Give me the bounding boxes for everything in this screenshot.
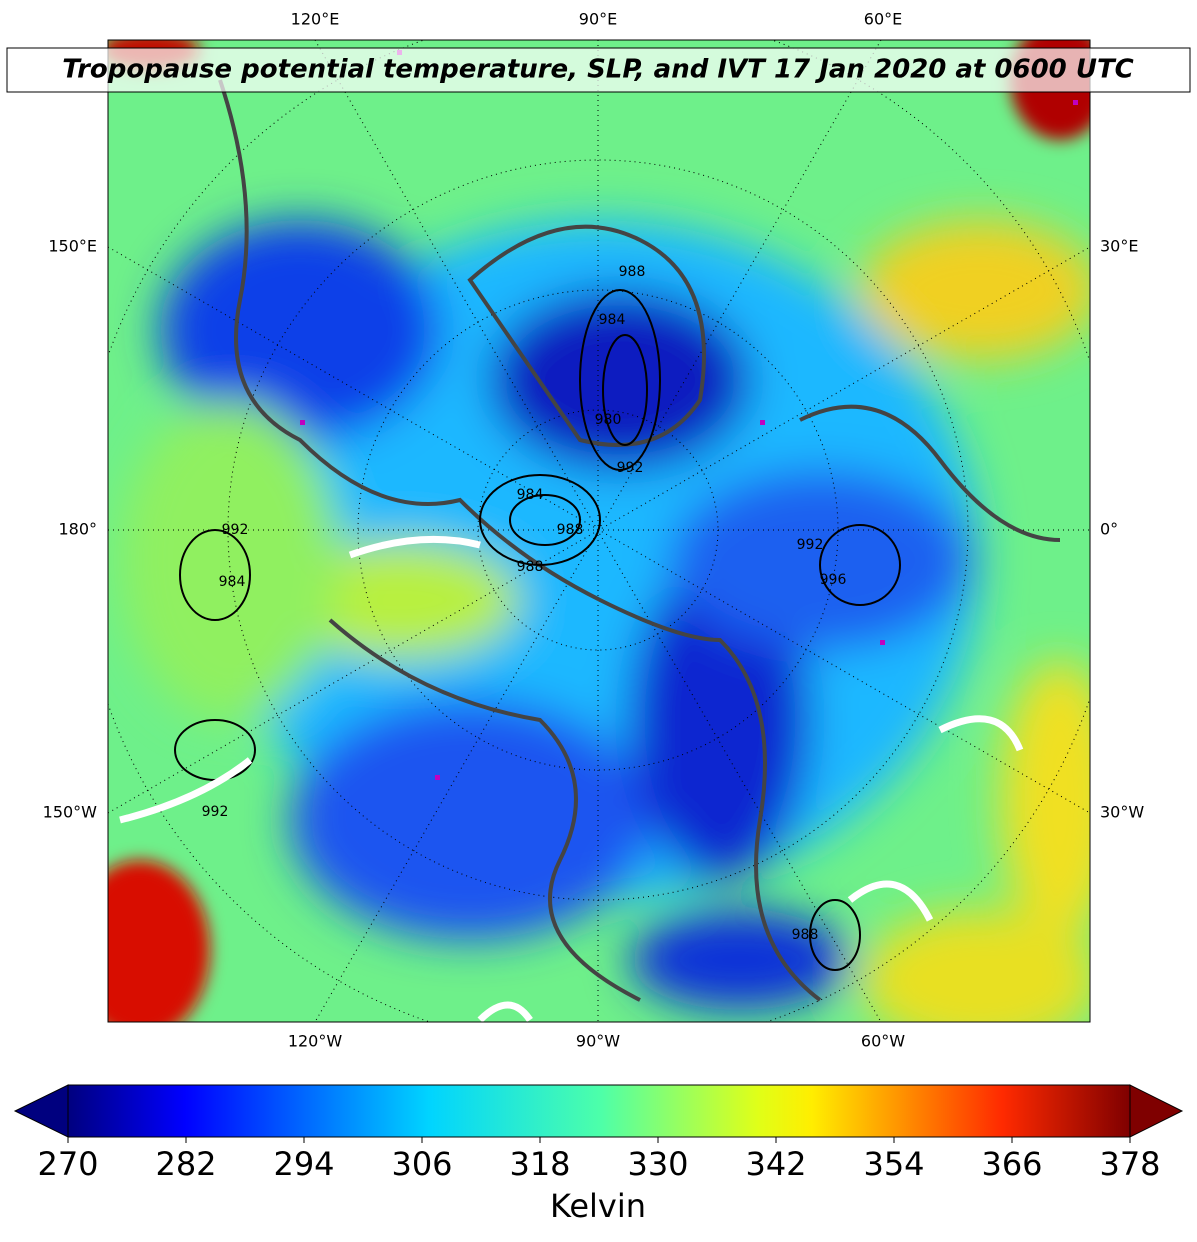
contour-label: 992 bbox=[797, 537, 824, 553]
contour-label: 988 bbox=[557, 522, 584, 538]
contour-label: 992 bbox=[222, 522, 249, 538]
lon-label: 30°E bbox=[1100, 237, 1138, 256]
colorbar-tick-label: 318 bbox=[509, 1145, 570, 1183]
lon-label: 0° bbox=[1100, 520, 1118, 539]
colorbar-frame bbox=[67, 1084, 1131, 1138]
colorbar-tick-label: 378 bbox=[1099, 1145, 1160, 1183]
contour-label: 984 bbox=[517, 487, 544, 503]
colorbar-extend-min bbox=[13, 1084, 69, 1138]
colorbar-tick-label: 282 bbox=[155, 1145, 216, 1183]
lon-label: 120°W bbox=[288, 1032, 343, 1051]
colorbar-tick-label: 306 bbox=[391, 1145, 452, 1183]
title-box bbox=[6, 47, 1191, 93]
contour-label: 984 bbox=[219, 574, 246, 590]
lon-label: 30°W bbox=[1100, 803, 1144, 822]
colorbar-tick-label: 294 bbox=[273, 1145, 334, 1183]
lon-label: 90°E bbox=[579, 10, 617, 29]
lon-label: 60°W bbox=[861, 1032, 905, 1051]
lon-label: 150°E bbox=[48, 237, 97, 256]
lon-label: 180° bbox=[58, 520, 97, 539]
contour-label: 988 bbox=[619, 264, 646, 280]
colorbar-ramp bbox=[68, 1085, 1130, 1137]
map-frame bbox=[107, 39, 1091, 1023]
map: 988 984 980 992 984 988 992 988 984 992 996 992 988 bbox=[108, 40, 1090, 1022]
lon-label: 60°E bbox=[864, 10, 902, 29]
colorbar-label: Kelvin bbox=[550, 1187, 646, 1225]
ivt-contours bbox=[119, 535, 1024, 1022]
contour-label: 984 bbox=[599, 312, 626, 328]
title: Tropopause potential temperature, SLP, a… bbox=[62, 55, 1134, 85]
colorbar: 270 282 294 306 318 330 342 354 366 378 bbox=[13, 1084, 1184, 1183]
field bbox=[120, 220, 1090, 1022]
contour-label: 988 bbox=[517, 559, 544, 575]
lon-label: 120°E bbox=[291, 10, 340, 29]
contour-label: 992 bbox=[202, 804, 229, 820]
lon-label: 150°W bbox=[43, 803, 98, 822]
colorbar-tick-label: 270 bbox=[37, 1145, 98, 1183]
colorbar-tick-label: 330 bbox=[627, 1145, 688, 1183]
longitude-labels: 120°E 90°E 60°E 120°W 90°W 60°W 150°E 180° 150°W… bbox=[43, 10, 1145, 1051]
contour-labels: 988 984 980 992 984 988 992 988 984 992 996 992 988 bbox=[202, 264, 847, 943]
contour-label: 992 bbox=[617, 460, 644, 476]
contour-label: 996 bbox=[820, 572, 847, 588]
colorbar-extend-max bbox=[1129, 1084, 1184, 1138]
coastlines bbox=[218, 79, 1061, 1002]
contour-label: 988 bbox=[792, 927, 819, 943]
lon-label: 90°W bbox=[576, 1032, 620, 1051]
colorbar-tick-label: 342 bbox=[745, 1145, 806, 1183]
contour-label: 980 bbox=[595, 412, 622, 428]
colorbar-tick-label: 354 bbox=[863, 1145, 924, 1183]
slp-contours bbox=[174, 289, 901, 971]
colorbar-tick-label: 366 bbox=[981, 1145, 1042, 1183]
